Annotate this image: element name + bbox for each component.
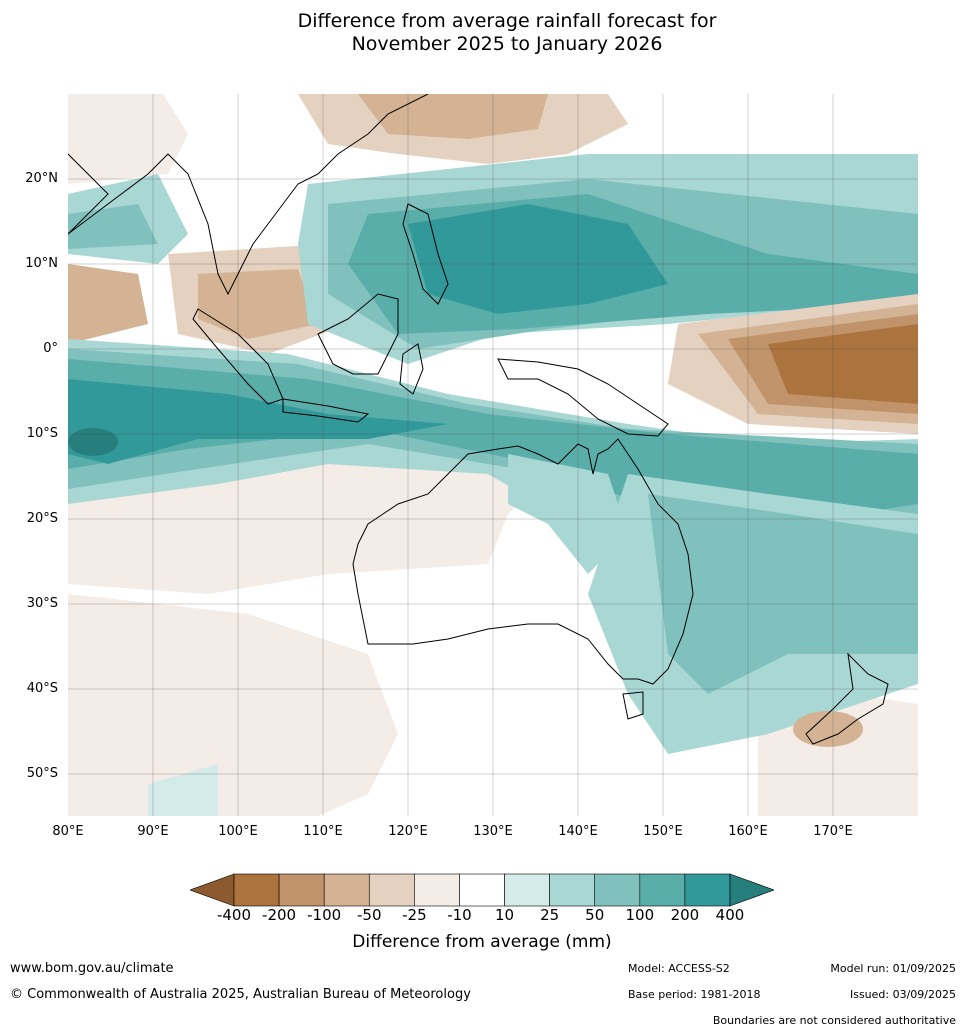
sumatra-outline — [192, 308, 284, 405]
india-outline — [68, 153, 109, 235]
title-line-2: November 2025 to January 2026 — [351, 33, 663, 55]
colorbar-tick-label: 200 — [670, 906, 700, 924]
colorbar-cell — [504, 873, 550, 907]
colorbar-cell — [594, 873, 641, 907]
footer-copyright: © Commonwealth of Australia 2025, Austra… — [10, 987, 471, 1002]
colorbar-tick-label: -50 — [357, 906, 382, 924]
colorbar-tick-label: 50 — [585, 906, 605, 924]
longitude-label: 120°E — [388, 824, 428, 839]
graticule — [68, 94, 918, 816]
colorbar-tick-label: 400 — [715, 906, 745, 924]
new-guinea-outline — [497, 358, 669, 437]
footer-disclaimer: Boundaries are not considered authoritat… — [712, 1014, 956, 1027]
latitude-label: 30°S — [26, 595, 58, 611]
longitude-label: 80°E — [52, 824, 84, 839]
colorbar-cell — [684, 873, 731, 907]
colorbar-tick-label: 25 — [540, 906, 560, 924]
colorbar-tick-label: -400 — [216, 906, 252, 924]
australia-outline — [352, 438, 694, 685]
longitude-label: 100°E — [218, 824, 258, 839]
coastlines — [68, 94, 889, 745]
map-title: Difference from average rainfall forecas… — [0, 10, 965, 56]
tasmania-outline — [622, 691, 644, 720]
sulawesi-outline — [399, 343, 424, 395]
footer-model: Model: ACCESS-S2 — [628, 962, 730, 975]
asia-outline — [68, 94, 429, 296]
title-line-1: Difference from average rainfall forecas… — [297, 10, 717, 32]
latitude-label: 10°N — [25, 255, 58, 271]
longitude-label: 170°E — [813, 824, 853, 839]
colorbar-cell — [233, 873, 280, 907]
colorbar-cell — [278, 873, 325, 907]
colorbar-low-extend — [190, 873, 235, 907]
new-zealand-outline — [805, 652, 889, 745]
longitude-label: 110°E — [303, 824, 343, 839]
colorbar-tick-label: -25 — [402, 906, 427, 924]
colorbar-cell — [323, 873, 370, 907]
colorbar-cell — [639, 873, 686, 907]
colorbar-cell — [368, 873, 415, 907]
footer-model-run: Model run: 01/09/2025 — [830, 962, 956, 975]
longitude-label: 130°E — [473, 824, 513, 839]
colorbar-cell — [459, 873, 505, 907]
longitude-label: 150°E — [643, 824, 683, 839]
longitude-label: 90°E — [137, 824, 169, 839]
latitude-label: 10°S — [26, 425, 58, 441]
colorbar-title: Difference from average (mm) — [352, 932, 612, 952]
borneo-outline — [317, 293, 399, 375]
latitude-label: 0° — [43, 340, 58, 356]
colorbar-tick-label: 100 — [625, 906, 655, 924]
colorbar-tick-label: -100 — [307, 906, 342, 924]
colorbar-tick-label: 10 — [494, 906, 515, 924]
rainfall-map — [68, 94, 918, 816]
latitude-label: 20°S — [26, 510, 58, 526]
colorbar-cell — [414, 873, 460, 907]
footer-base-period: Base period: 1981-2018 — [628, 988, 761, 1001]
colorbar-tick-label: -200 — [262, 906, 297, 924]
philippines-outline — [402, 203, 449, 305]
longitude-label: 160°E — [728, 824, 768, 839]
colorbar-cell — [549, 873, 596, 907]
footer-url: www.bom.gov.au/climate — [10, 961, 174, 976]
colorbar-tick-label: -10 — [447, 906, 472, 924]
latitude-label: 40°S — [26, 680, 58, 696]
latitude-label: 20°N — [25, 170, 58, 186]
latitude-label: 50°S — [26, 765, 58, 781]
footer-issued: Issued: 03/09/2025 — [849, 988, 956, 1001]
colorbar — [190, 873, 774, 907]
longitude-label: 140°E — [558, 824, 598, 839]
java-outline — [282, 398, 370, 423]
colorbar-high-extend — [729, 873, 774, 907]
